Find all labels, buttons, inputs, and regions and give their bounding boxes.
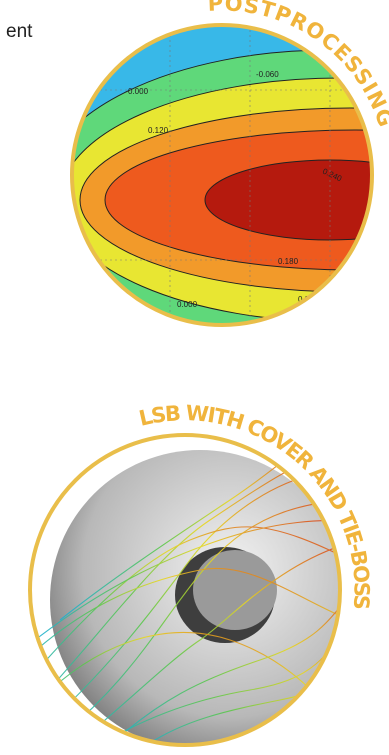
contour-plot: -0.060 0.000 0.120 0.240 0.180 0.060 0.0…	[40, 20, 389, 340]
contour-label: -0.060	[256, 70, 279, 79]
page: ent -0.060 0.000 0.120 0.240 0.180 0.060…	[0, 0, 389, 755]
contour-label: 0.120	[148, 126, 169, 135]
intro-text: ent	[6, 21, 33, 42]
contour-label: 0.000	[177, 300, 198, 309]
contour-label: 0.000	[128, 87, 149, 96]
contour-label: 0.180	[278, 257, 299, 266]
